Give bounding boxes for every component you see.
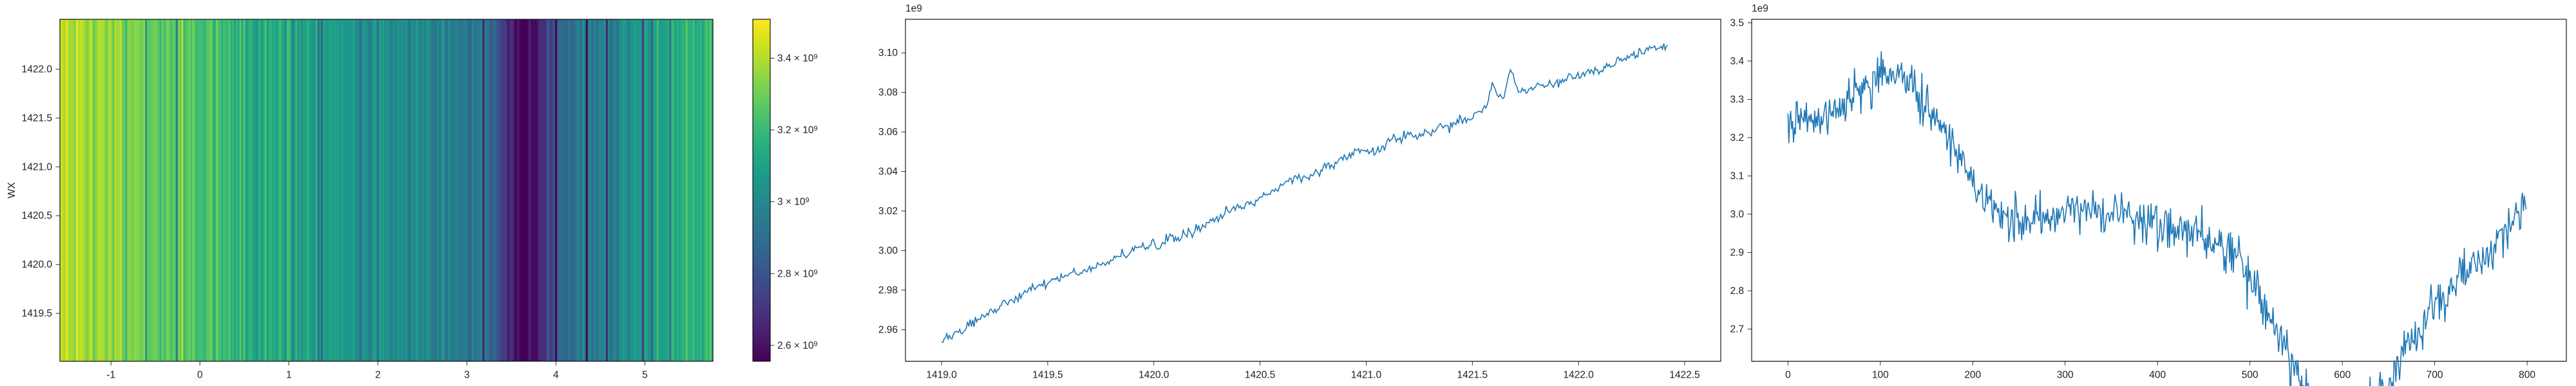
svg-text:2.96: 2.96 [878,324,898,335]
svg-text:1419.5: 1419.5 [22,308,52,319]
svg-text:5: 5 [642,370,648,381]
svg-text:3: 3 [464,370,470,381]
svg-text:1421.5: 1421.5 [22,113,52,124]
svg-text:3.04: 3.04 [878,167,898,178]
svg-text:0: 0 [197,370,203,381]
svg-text:300: 300 [2057,370,2074,381]
svg-text:700: 700 [2427,370,2443,381]
svg-text:500: 500 [2242,370,2259,381]
svg-text:3 × 109: 3 × 109 [777,197,810,208]
svg-text:0: 0 [1785,370,1791,381]
svg-text:1421.5: 1421.5 [1457,370,1488,381]
svg-text:2.7: 2.7 [1730,324,1744,335]
svg-text:3.08: 3.08 [878,87,898,98]
svg-text:2: 2 [375,370,381,381]
svg-text:3.06: 3.06 [878,127,898,138]
svg-text:1420.5: 1420.5 [22,210,52,221]
svg-text:3.4 × 109: 3.4 × 109 [777,53,817,64]
svg-text:3.2 × 109: 3.2 × 109 [777,125,817,136]
svg-text:3.10: 3.10 [878,48,898,59]
svg-text:100: 100 [1872,370,1889,381]
svg-text:1420.5: 1420.5 [1245,370,1275,381]
svg-text:1e9: 1e9 [905,3,922,14]
svg-text:1421.0: 1421.0 [22,161,53,172]
svg-text:1422.5: 1422.5 [1669,370,1700,381]
svg-text:200: 200 [1964,370,1981,381]
svg-text:3.5: 3.5 [1730,17,1744,28]
svg-text:2.9: 2.9 [1730,247,1744,258]
svg-text:3.02: 3.02 [878,206,898,217]
svg-text:3.1: 3.1 [1730,170,1744,181]
svg-text:WX: WX [6,182,17,199]
svg-text:-1: -1 [106,370,115,381]
svg-text:1421.0: 1421.0 [1351,370,1382,381]
svg-text:3.2: 3.2 [1730,133,1744,143]
svg-text:3.0: 3.0 [1730,209,1744,220]
svg-text:1420.0: 1420.0 [1139,370,1170,381]
svg-text:1420.0: 1420.0 [22,259,53,270]
svg-text:3.4: 3.4 [1730,56,1744,67]
svg-text:3.00: 3.00 [878,245,898,256]
svg-text:1419.5: 1419.5 [1032,370,1063,381]
svg-text:3.3: 3.3 [1730,94,1744,105]
svg-text:800: 800 [2519,370,2535,381]
svg-text:1422.0: 1422.0 [1563,370,1594,381]
svg-text:1: 1 [286,370,292,381]
svg-text:4: 4 [553,370,559,381]
svg-text:2.8 × 109: 2.8 × 109 [777,268,817,279]
svg-text:1422.0: 1422.0 [22,64,53,75]
svg-text:1e9: 1e9 [1752,3,1768,14]
svg-text:1419.0: 1419.0 [926,370,957,381]
svg-text:600: 600 [2334,370,2351,381]
svg-text:2.8: 2.8 [1730,286,1744,297]
svg-text:2.6 × 109: 2.6 × 109 [777,340,817,351]
svg-text:400: 400 [2149,370,2166,381]
svg-text:2.98: 2.98 [878,285,898,296]
